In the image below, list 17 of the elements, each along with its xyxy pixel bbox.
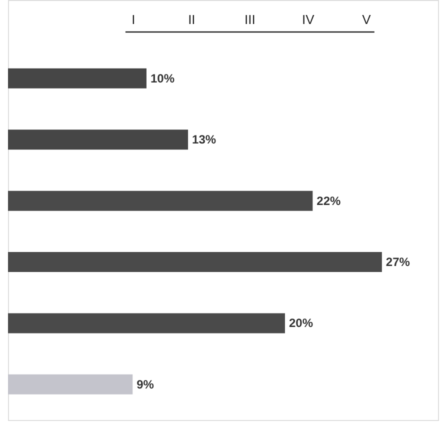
data-label: 10% xyxy=(150,71,175,86)
data-label: 13% xyxy=(192,132,216,147)
bar xyxy=(8,190,313,211)
bar xyxy=(8,130,188,150)
annotation: III xyxy=(244,12,256,27)
bar xyxy=(8,313,285,334)
bar xyxy=(8,374,133,394)
data-label: 27% xyxy=(386,255,410,270)
data-label: 22% xyxy=(316,194,342,208)
annotation: II xyxy=(188,12,196,27)
data-label: 9% xyxy=(136,377,154,392)
annotation: I xyxy=(132,12,136,27)
data-label: 20% xyxy=(288,316,314,330)
annotation: IV xyxy=(302,12,315,27)
bar xyxy=(8,252,382,272)
annotation: V xyxy=(362,12,372,27)
bar xyxy=(8,68,146,88)
